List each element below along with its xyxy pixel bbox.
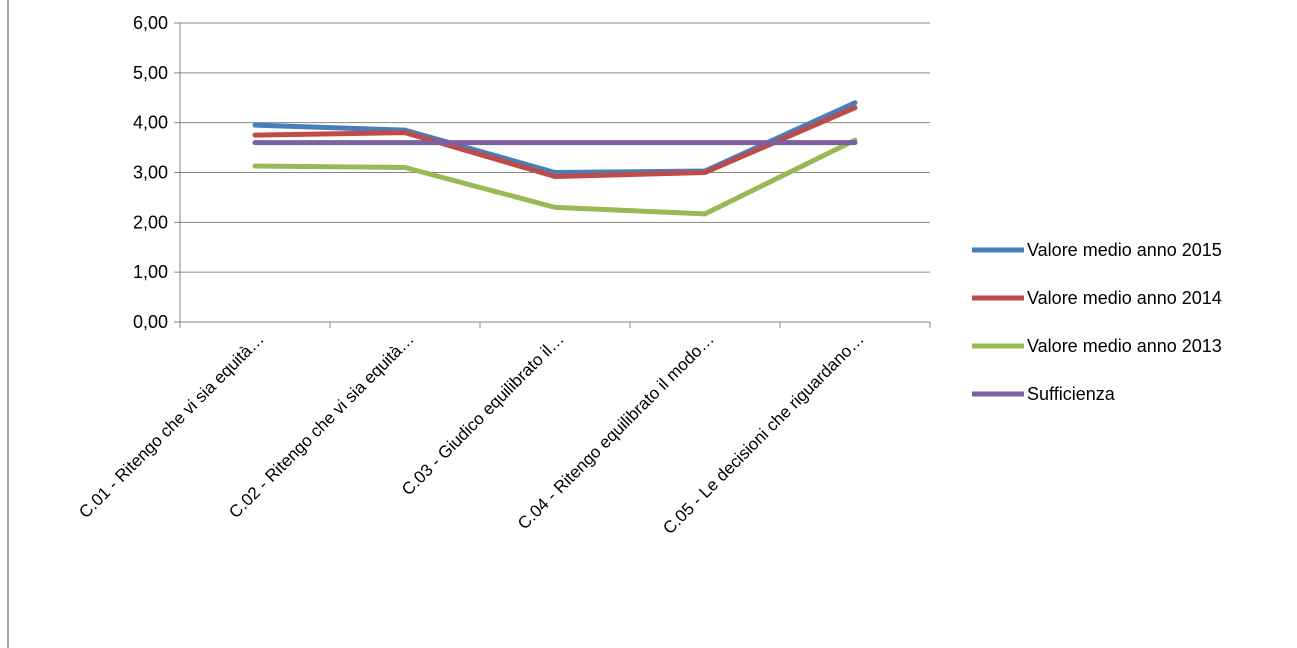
y-tick-label: 5,00 bbox=[133, 63, 168, 83]
series-lines bbox=[252, 100, 858, 217]
y-tick-label: 4,00 bbox=[133, 113, 168, 133]
gridlines bbox=[180, 22, 930, 273]
legend-label: Valore medio anno 2014 bbox=[1027, 288, 1222, 308]
series-line bbox=[252, 100, 858, 175]
x-tick-label: C.01 - Ritengo che vi sia equità… bbox=[75, 329, 268, 522]
legend: Valore medio anno 2015 Valore medio anno … bbox=[972, 240, 1222, 404]
x-tick-label: C.02 - Ritengo che vi sia equità… bbox=[225, 329, 418, 522]
y-tick-label: 2,00 bbox=[133, 212, 168, 232]
y-tick-labels: 0,00 1,00 2,00 3,00 4,00 5,00 6,00 bbox=[133, 13, 168, 332]
y-tick-label: 0,00 bbox=[133, 312, 168, 332]
series-line bbox=[252, 137, 858, 217]
legend-label: Sufficienza bbox=[1027, 384, 1116, 404]
legend-label: Valore medio anno 2013 bbox=[1027, 336, 1222, 356]
legend-label: Valore medio anno 2015 bbox=[1027, 240, 1222, 260]
series-line bbox=[252, 105, 858, 179]
x-tick-label: C.03 - Giudico equilibrato il… bbox=[398, 329, 568, 499]
y-tick-label: 3,00 bbox=[133, 163, 168, 183]
y-tick-label: 1,00 bbox=[133, 262, 168, 282]
x-tick-labels: C.01 - Ritengo che vi sia equità…C.02 - … bbox=[75, 329, 868, 538]
y-tick-label: 6,00 bbox=[133, 13, 168, 33]
axes bbox=[174, 22, 931, 328]
